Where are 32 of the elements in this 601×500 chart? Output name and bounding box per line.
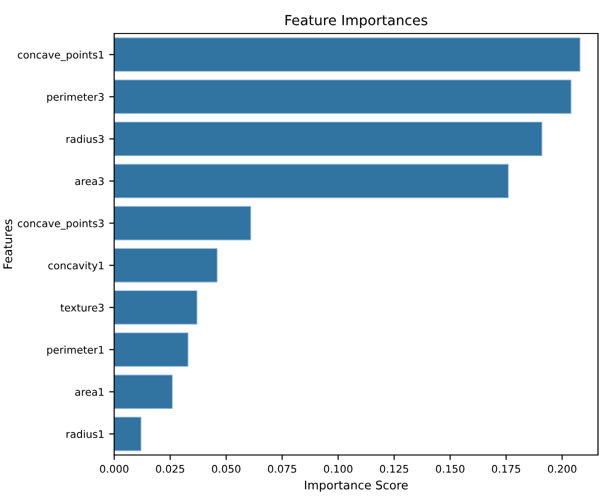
x-tick-label: 0.100: [324, 464, 352, 473]
x-tick-label: 0.150: [436, 464, 464, 473]
y-tick-label: concave_points3: [18, 219, 104, 230]
y-tick-label: texture3: [60, 304, 104, 312]
y-axis-title: Features: [3, 219, 12, 268]
bar: [114, 122, 542, 156]
y-tick-label: area1: [75, 388, 104, 396]
x-tick-label: 0.000: [100, 464, 128, 473]
bar: [114, 290, 198, 325]
y-tick-label: perimeter3: [47, 92, 104, 103]
x-tick-label: 0.075: [268, 464, 296, 473]
y-tick-label: radius1: [66, 430, 104, 438]
chart-title: Feature Importances: [286, 15, 428, 28]
y-tick-label: perimeter1: [47, 346, 104, 356]
bar: [114, 416, 142, 452]
bar: [114, 37, 580, 72]
x-tick-label: 0.050: [212, 464, 240, 473]
x-tick-label: 0.025: [156, 464, 184, 473]
x-tick-label: 0.175: [492, 464, 520, 473]
y-tick-label: concavity1: [48, 261, 104, 272]
y-tick-label: radius3: [66, 134, 104, 143]
x-tick-label: 0.125: [380, 464, 408, 473]
bar: [114, 374, 173, 410]
bar: [114, 332, 189, 367]
x-axis-title: Importance Score: [305, 480, 408, 492]
bar: [114, 248, 218, 283]
x-tick-label: 0.200: [548, 464, 576, 473]
bar: [114, 79, 572, 114]
y-tick-label: area3: [75, 177, 104, 186]
y-tick-label: concave_points1: [18, 50, 104, 61]
bar: [114, 206, 252, 240]
bar: [114, 164, 509, 198]
